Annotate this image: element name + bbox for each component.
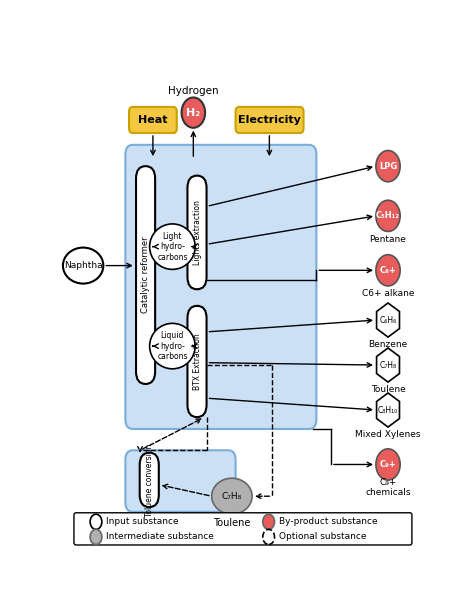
Text: Mixed Xylenes: Mixed Xylenes [356, 430, 421, 439]
Circle shape [376, 151, 400, 182]
FancyBboxPatch shape [74, 513, 412, 545]
Ellipse shape [150, 323, 195, 369]
Circle shape [263, 514, 274, 530]
Circle shape [376, 255, 400, 286]
Text: Heat: Heat [138, 115, 168, 125]
FancyBboxPatch shape [187, 176, 207, 289]
Polygon shape [376, 393, 400, 427]
Ellipse shape [212, 478, 252, 514]
FancyBboxPatch shape [125, 145, 316, 429]
Circle shape [182, 97, 205, 128]
Text: Liquid
hydro-
carbons: Liquid hydro- carbons [157, 331, 188, 361]
Text: Toulene: Toulene [371, 385, 405, 394]
Circle shape [90, 530, 102, 544]
Text: C₆+: C₆+ [380, 266, 396, 275]
Polygon shape [376, 303, 400, 337]
Polygon shape [376, 348, 400, 382]
Text: Benzene: Benzene [368, 340, 408, 349]
Text: Intermediate substance: Intermediate substance [106, 533, 214, 541]
Text: C₉+
chemicals: C₉+ chemicals [365, 478, 411, 498]
Text: Pentane: Pentane [370, 234, 407, 244]
Text: Toluene conversion: Toluene conversion [145, 443, 154, 517]
Circle shape [90, 514, 102, 530]
Text: H₂: H₂ [186, 108, 201, 117]
Text: Hydrogen: Hydrogen [168, 85, 219, 96]
FancyBboxPatch shape [125, 450, 236, 512]
Text: C₆H₆: C₆H₆ [379, 315, 397, 325]
Ellipse shape [150, 224, 195, 269]
FancyBboxPatch shape [140, 453, 159, 507]
Text: Lights extraction: Lights extraction [192, 200, 201, 265]
Text: Naphtha: Naphtha [64, 261, 102, 270]
Circle shape [376, 200, 400, 231]
Text: Input substance: Input substance [106, 517, 179, 526]
Text: LPG: LPG [379, 162, 397, 170]
Text: Catalytic reformer: Catalytic reformer [141, 237, 150, 314]
Text: C₇H₈: C₇H₈ [222, 492, 242, 501]
FancyBboxPatch shape [129, 107, 177, 133]
Circle shape [376, 449, 400, 480]
Text: C₉+: C₉+ [380, 460, 396, 469]
Text: Light
hydro-
carbons: Light hydro- carbons [157, 232, 188, 261]
Text: C₈H₁₀: C₈H₁₀ [378, 405, 398, 415]
Text: Optional substance: Optional substance [279, 533, 366, 541]
FancyBboxPatch shape [136, 166, 155, 384]
FancyBboxPatch shape [187, 306, 207, 417]
Text: Electricity: Electricity [238, 115, 301, 125]
Ellipse shape [63, 248, 103, 284]
Text: C₅H₁₂: C₅H₁₂ [376, 212, 400, 220]
Text: BTX Extraction: BTX Extraction [192, 333, 201, 390]
Circle shape [263, 530, 274, 544]
Text: C₇H₈: C₇H₈ [380, 360, 397, 370]
Text: Toulene: Toulene [213, 518, 251, 528]
FancyBboxPatch shape [236, 107, 303, 133]
Text: C6+ alkane: C6+ alkane [362, 289, 414, 298]
Text: By-product substance: By-product substance [279, 517, 378, 526]
